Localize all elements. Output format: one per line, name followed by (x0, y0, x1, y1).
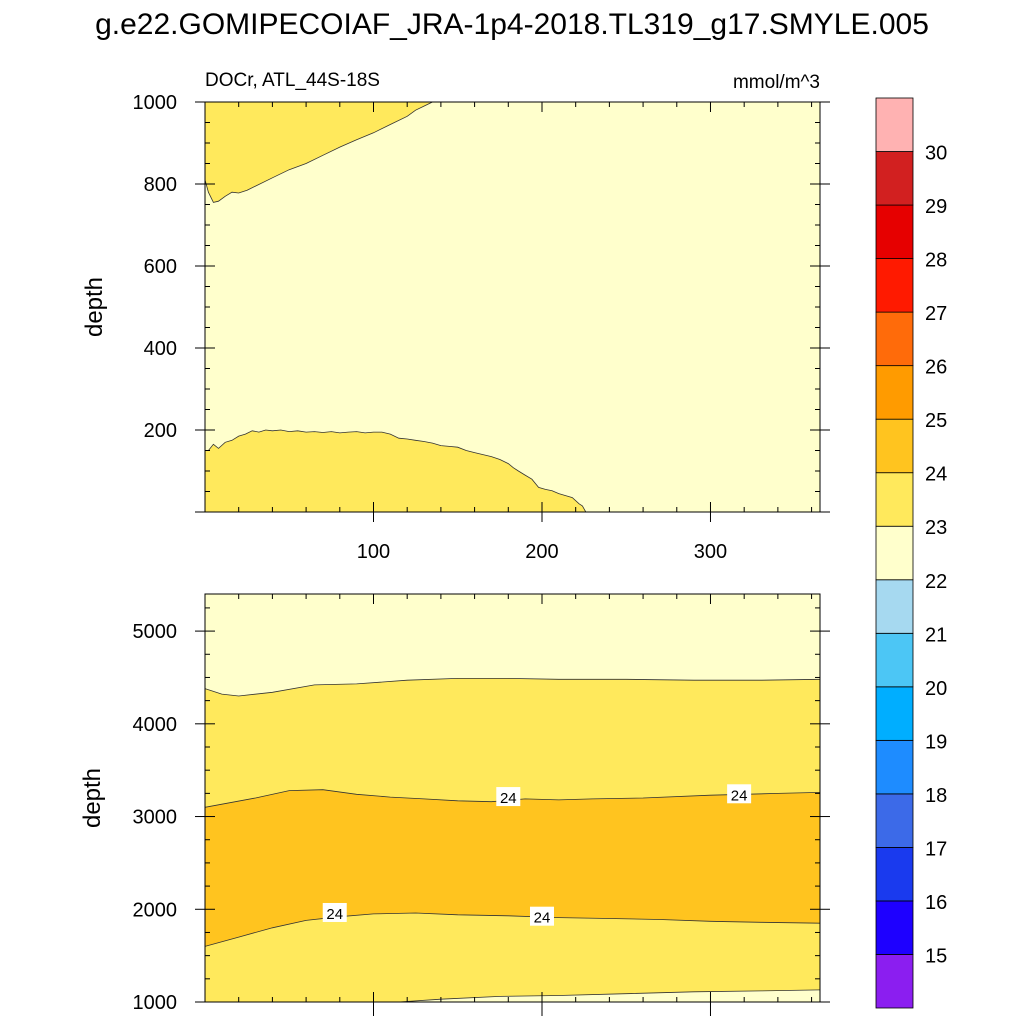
x-tick-label: 300 (694, 541, 727, 563)
region-23-24-deep (205, 102, 433, 203)
contour-label-box (496, 787, 521, 807)
colorbar-swatch (875, 258, 914, 313)
region-24-25 (205, 789, 820, 947)
colorbar-swatch (875, 739, 914, 795)
region-22-23-bottom (205, 594, 820, 696)
colorbar-label: 26 (925, 357, 947, 379)
contour-label-box (727, 784, 752, 804)
colorbar-label: 23 (925, 517, 947, 539)
panel-left-title: DOCr, ATL_44S-18S (205, 70, 380, 91)
contour-line-23 (205, 429, 587, 513)
contour-line-24 (204, 789, 821, 808)
colorbar-label: 24 (925, 464, 947, 486)
y-tick-label: 3000 (133, 807, 178, 829)
colorbar-swatch (875, 847, 914, 902)
colorbar-label: 19 (925, 731, 947, 753)
colorbar-label: 15 (925, 945, 947, 967)
x-tick-label: 200 (525, 541, 558, 563)
colorbar-label: 25 (925, 410, 947, 432)
upper-panel: 200 400 600 800 1000 100 200 300 DOCr, ATL_44S-1… (81, 70, 830, 563)
y-tick-label: 600 (144, 256, 177, 278)
colorbar-label: 17 (925, 838, 947, 860)
contour-line-23 (204, 101, 433, 203)
contour-label: 24 (500, 790, 517, 807)
colorbar-swatch (875, 579, 914, 634)
colorbar-swatch (875, 632, 914, 688)
y-tick-label: 4000 (133, 714, 178, 736)
plot-frame (204, 101, 821, 513)
colorbar-swatch (875, 365, 914, 420)
y-tick-label: 200 (144, 420, 177, 442)
y-tick-label: 400 (144, 338, 177, 360)
contour-label-box (322, 902, 347, 922)
colorbar-label: 21 (925, 624, 947, 646)
contour-line-23 (204, 678, 821, 697)
region-23-24-shallow (205, 430, 586, 512)
colorbar-label: 16 (925, 892, 947, 914)
colorbar-swatch (875, 204, 914, 259)
colorbar-swatch (875, 525, 914, 581)
figure-title: g.e22.GOMIPECOIAF_JRA-1p4-2018.TL319_g17… (95, 8, 929, 41)
y-tick-label: 2000 (133, 899, 178, 921)
colorbar-swatch (875, 686, 914, 741)
contour-line-24 (204, 912, 821, 947)
lower-panel: 24 24 24 24 1000 2000 3000 4000 5000 depth (79, 593, 830, 1016)
colorbar-label: 27 (925, 303, 947, 325)
colorbar-swatch (875, 954, 914, 1009)
contour-label-box (529, 906, 554, 926)
colorbar-label: 22 (925, 571, 947, 593)
contour-label: 24 (731, 787, 748, 804)
y-tick-label: 1000 (133, 992, 178, 1014)
contour-label: 24 (534, 910, 551, 927)
colorbar-label: 20 (925, 678, 947, 700)
colorbar-label: 29 (925, 196, 947, 218)
colorbar-label: 30 (925, 143, 947, 165)
colorbar-label: 28 (925, 250, 947, 272)
y-tick-label: 800 (144, 174, 177, 196)
colorbar-swatch (875, 900, 914, 955)
colorbar-swatch (875, 151, 914, 206)
y-axis-label: depth (79, 768, 106, 828)
colorbar-swatch (875, 311, 914, 367)
y-axis-label: depth (81, 277, 108, 337)
x-tick-label: 100 (357, 541, 390, 563)
y-tick-label: 1000 (133, 92, 178, 114)
plot-frame (204, 593, 821, 1003)
panel-units: mmol/m^3 (733, 72, 820, 93)
colorbar-swatch (875, 793, 914, 848)
colorbar-label: 18 (925, 785, 947, 807)
colorbar-swatch (875, 472, 914, 527)
colorbar-swatch (875, 97, 914, 152)
y-tick-label: 5000 (133, 621, 178, 643)
contour-line-23 (205, 989, 821, 1003)
contour-label: 24 (326, 906, 343, 923)
colorbar: 15 16 17 18 19 20 21 22 23 24 25 26 27 28 29 30 (875, 97, 947, 1009)
colorbar-swatch (875, 418, 914, 474)
